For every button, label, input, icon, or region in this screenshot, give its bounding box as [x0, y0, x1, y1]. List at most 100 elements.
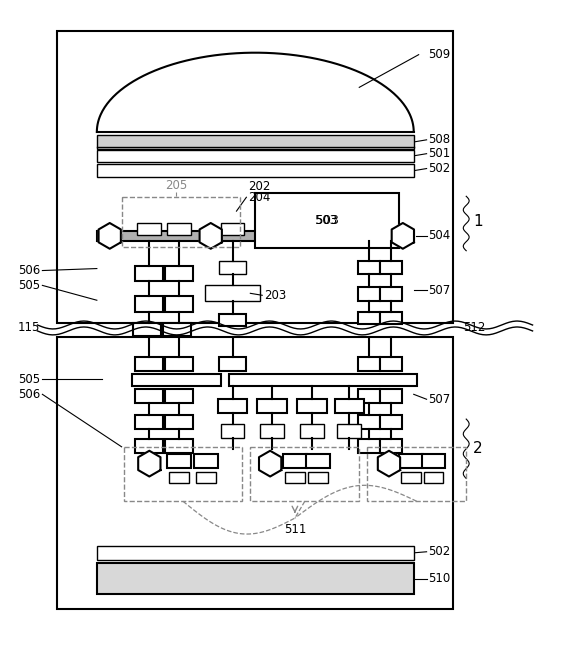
Bar [165, 357, 193, 370]
Bar [380, 261, 402, 274]
Bar [380, 312, 402, 324]
Bar [283, 454, 307, 467]
Text: 2: 2 [473, 441, 483, 456]
Bar [229, 374, 417, 386]
Bar [165, 389, 193, 403]
Text: 507: 507 [428, 284, 451, 297]
Bar [163, 323, 191, 336]
Bar [196, 471, 216, 484]
Text: 502: 502 [428, 545, 451, 558]
Text: 508: 508 [428, 133, 451, 146]
Bar [134, 323, 161, 336]
Bar [250, 447, 359, 501]
Polygon shape [391, 223, 414, 249]
Bar [57, 337, 453, 609]
Bar [138, 223, 161, 235]
Text: 509: 509 [428, 48, 451, 61]
Text: 1: 1 [473, 214, 483, 229]
Bar [218, 261, 246, 274]
Bar [285, 471, 305, 484]
Bar [399, 454, 423, 467]
Text: 505: 505 [18, 373, 40, 386]
Bar [358, 287, 380, 301]
Text: 502: 502 [428, 162, 451, 175]
Bar [123, 447, 242, 501]
Bar [205, 285, 260, 301]
Bar [97, 563, 414, 594]
Bar [218, 399, 248, 413]
Bar [358, 389, 380, 403]
Bar [135, 266, 163, 281]
Bar [367, 447, 466, 501]
Bar [380, 357, 402, 370]
Bar [167, 454, 191, 467]
Bar [165, 296, 193, 312]
Bar [97, 231, 414, 241]
Bar [218, 357, 246, 370]
Bar [218, 314, 246, 326]
Polygon shape [138, 450, 160, 476]
Bar [424, 471, 443, 484]
Polygon shape [259, 450, 281, 476]
Bar [135, 357, 163, 370]
Text: 204: 204 [248, 190, 271, 203]
Bar [131, 374, 221, 386]
Bar [422, 454, 446, 467]
Bar [337, 424, 361, 438]
Bar [97, 164, 414, 177]
Text: 115: 115 [18, 322, 40, 335]
Text: 503: 503 [315, 214, 339, 227]
Bar [165, 266, 193, 281]
Bar [135, 389, 163, 403]
Bar [135, 439, 163, 453]
Bar [135, 296, 163, 312]
Bar [221, 424, 245, 438]
Text: 505: 505 [18, 279, 40, 292]
Text: 501: 501 [428, 147, 451, 160]
Bar [194, 454, 218, 467]
Bar [97, 135, 414, 149]
Text: 512: 512 [463, 322, 485, 335]
Bar [165, 415, 193, 429]
Bar [257, 399, 287, 413]
Bar [358, 439, 380, 453]
Text: 511: 511 [284, 523, 306, 536]
Bar [260, 424, 284, 438]
Bar [358, 415, 380, 429]
Bar [122, 197, 241, 247]
Polygon shape [200, 223, 222, 249]
Bar [358, 312, 380, 324]
Bar [380, 287, 402, 301]
Bar [165, 439, 193, 453]
Bar [306, 454, 329, 467]
Bar [169, 471, 189, 484]
Bar [380, 415, 402, 429]
Text: 203: 203 [264, 289, 286, 302]
Bar [97, 546, 414, 560]
Bar [358, 261, 380, 274]
Bar [97, 150, 414, 162]
Text: 506: 506 [18, 388, 40, 401]
Polygon shape [378, 450, 400, 476]
Bar [380, 439, 402, 453]
Bar [300, 424, 324, 438]
Bar [401, 471, 420, 484]
Bar [358, 357, 380, 370]
Bar [221, 223, 245, 235]
Bar [167, 223, 191, 235]
Text: 507: 507 [428, 393, 451, 406]
Bar [255, 193, 399, 248]
Text: 510: 510 [428, 572, 451, 585]
Bar [57, 31, 453, 323]
Bar [380, 389, 402, 403]
Text: 503: 503 [316, 214, 337, 227]
Bar [308, 471, 328, 484]
Text: 202: 202 [248, 180, 271, 193]
Text: 504: 504 [428, 229, 451, 242]
Bar [135, 415, 163, 429]
Bar [297, 399, 327, 413]
Polygon shape [98, 223, 121, 249]
Text: 205: 205 [165, 179, 187, 192]
Bar [335, 399, 364, 413]
Text: 506: 506 [18, 264, 40, 277]
